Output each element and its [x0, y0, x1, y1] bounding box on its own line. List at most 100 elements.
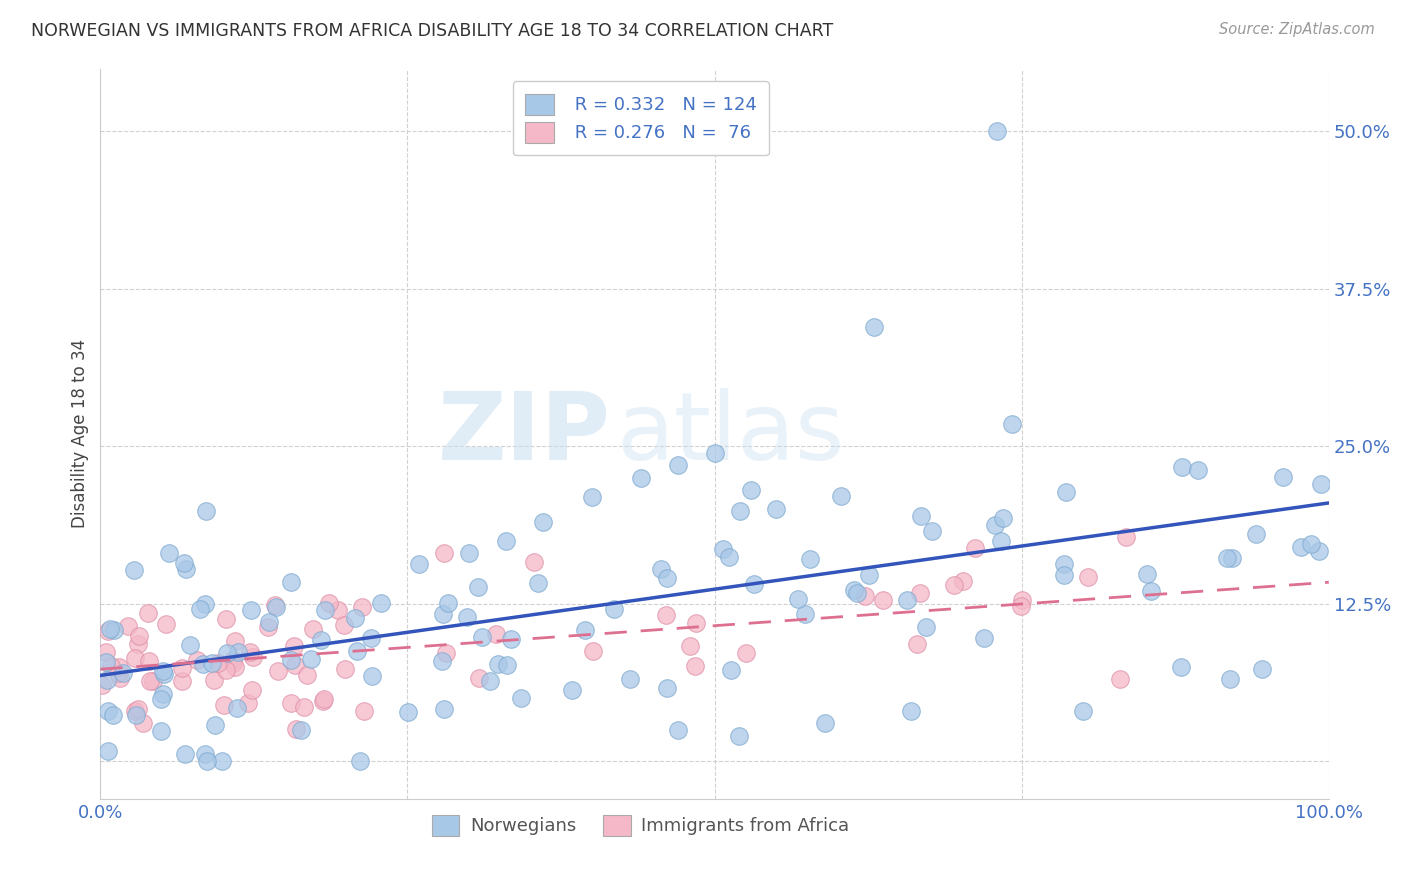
Point: [204, 718, 226, 732]
Point: [186, 653, 208, 667]
Point: [574, 623, 596, 637]
Point: [141, 673, 163, 688]
Point: [128, 629, 150, 643]
Point: [858, 568, 880, 582]
Point: [346, 644, 368, 658]
Point: [430, 654, 453, 668]
Point: [581, 490, 603, 504]
Point: [212, 698, 235, 712]
Point: [179, 638, 201, 652]
Point: [195, 504, 218, 518]
Point: [685, 616, 707, 631]
Point: [157, 547, 180, 561]
Point: [603, 602, 626, 616]
Point: [309, 633, 332, 648]
Point: [1001, 417, 1024, 431]
Point: [1215, 550, 1237, 565]
Point: [510, 690, 533, 705]
Point: [787, 591, 810, 606]
Point: [94, 655, 117, 669]
Point: [150, 723, 173, 738]
Point: [264, 600, 287, 615]
Point: [290, 723, 312, 737]
Point: [107, 665, 129, 680]
Point: [370, 596, 392, 610]
Point: [302, 622, 325, 636]
Point: [830, 489, 852, 503]
Point: [1071, 704, 1094, 718]
Point: [280, 575, 302, 590]
Point: [226, 700, 249, 714]
Point: [666, 723, 689, 737]
Point: [973, 631, 995, 645]
Point: [1219, 672, 1241, 686]
Point: [486, 657, 509, 672]
Point: [349, 754, 371, 768]
Point: [703, 445, 725, 459]
Point: [188, 602, 211, 616]
Point: [896, 592, 918, 607]
Point: [314, 691, 336, 706]
Point: [1054, 484, 1077, 499]
Point: [1250, 662, 1272, 676]
Point: [240, 682, 263, 697]
Point: [217, 646, 239, 660]
Point: [153, 667, 176, 681]
Point: [139, 674, 162, 689]
Point: [437, 596, 460, 610]
Point: [728, 504, 751, 518]
Point: [963, 541, 986, 556]
Point: [467, 580, 489, 594]
Point: [215, 612, 238, 626]
Point: [845, 586, 868, 600]
Point: [215, 663, 238, 677]
Point: [94, 645, 117, 659]
Point: [195, 754, 218, 768]
Point: [170, 673, 193, 688]
Point: [97, 704, 120, 718]
Point: [211, 754, 233, 768]
Point: [685, 659, 707, 673]
Point: [103, 623, 125, 637]
Point: [138, 654, 160, 668]
Point: [1187, 463, 1209, 477]
Point: [1272, 470, 1295, 484]
Point: [152, 665, 174, 679]
Point: [471, 630, 494, 644]
Point: [799, 552, 821, 566]
Point: [531, 515, 554, 529]
Point: [655, 608, 678, 623]
Point: [1308, 544, 1330, 558]
Point: [90, 678, 112, 692]
Point: [238, 696, 260, 710]
Point: [1140, 584, 1163, 599]
Point: [495, 533, 517, 548]
Text: NORWEGIAN VS IMMIGRANTS FROM AFRICA DISABILITY AGE 18 TO 34 CORRELATION CHART: NORWEGIAN VS IMMIGRANTS FROM AFRICA DISA…: [31, 22, 834, 40]
Point: [984, 518, 1007, 533]
Point: [478, 674, 501, 689]
Point: [582, 644, 605, 658]
Point: [124, 651, 146, 665]
Point: [267, 664, 290, 678]
Point: [127, 637, 149, 651]
Point: [222, 656, 245, 670]
Point: [174, 562, 197, 576]
Point: [228, 645, 250, 659]
Point: [343, 610, 366, 624]
Point: [117, 618, 139, 632]
Point: [952, 574, 974, 589]
Point: [485, 627, 508, 641]
Point: [728, 729, 751, 743]
Point: [194, 747, 217, 761]
Point: [207, 656, 229, 670]
Point: [132, 715, 155, 730]
Point: [97, 624, 120, 638]
Point: [468, 671, 491, 685]
Point: [1246, 526, 1268, 541]
Point: [986, 124, 1008, 138]
Point: [108, 660, 131, 674]
Point: [921, 524, 943, 539]
Point: [679, 639, 702, 653]
Point: [1170, 659, 1192, 673]
Point: [991, 511, 1014, 525]
